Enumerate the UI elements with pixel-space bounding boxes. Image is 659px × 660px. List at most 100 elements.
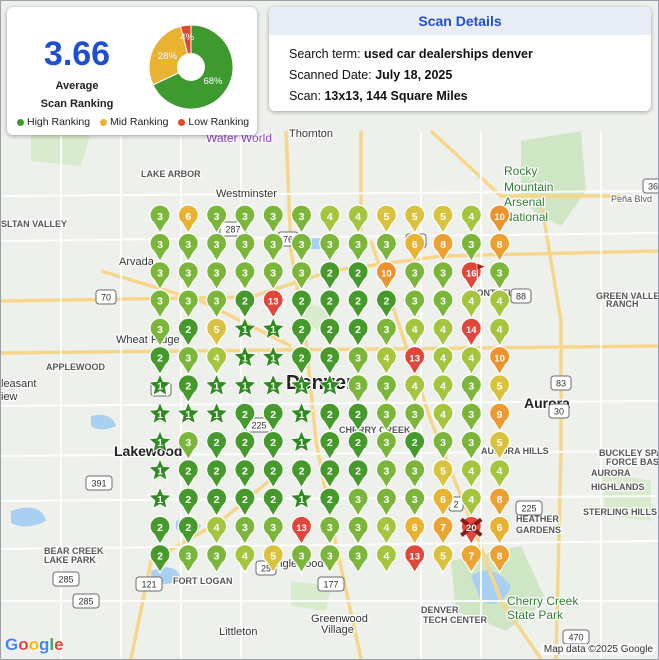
rank-marker-r2-c0[interactable]: 3 xyxy=(149,261,171,291)
rank-marker-r11-c2[interactable]: 4 xyxy=(206,515,228,546)
rank-marker-r6-c11[interactable]: 3 xyxy=(460,374,482,404)
rank-marker-r7-c3[interactable]: 2 xyxy=(234,402,256,433)
rank-marker-r10-c4[interactable]: 2 xyxy=(262,487,284,518)
rank-marker-r6-c12[interactable]: 5 xyxy=(489,374,511,404)
rank-marker-r12-c6[interactable]: 3 xyxy=(319,544,341,574)
rank-marker-r3-c0[interactable]: 3 xyxy=(149,289,171,320)
rank-marker-r6-c6[interactable]: 1 xyxy=(317,372,343,397)
rank-marker-r4-c8[interactable]: 3 xyxy=(375,317,397,348)
rank-marker-r3-c1[interactable]: 3 xyxy=(177,289,199,320)
rank-marker-r1-c0[interactable]: 3 xyxy=(149,232,171,263)
rank-marker-r1-c6[interactable]: 3 xyxy=(319,232,341,263)
rank-marker-r4-c1[interactable]: 2 xyxy=(177,317,199,348)
rank-marker-r4-c9[interactable]: 4 xyxy=(404,317,426,348)
rank-marker-r6-c4[interactable]: 1 xyxy=(260,372,286,397)
rank-marker-r6-c7[interactable]: 3 xyxy=(347,374,369,404)
rank-marker-r4-c12[interactable]: 4 xyxy=(489,317,511,348)
rank-marker-r8-c11[interactable]: 3 xyxy=(460,430,482,461)
rank-marker-r5-c8[interactable]: 4 xyxy=(375,345,397,376)
rank-marker-r1-c5[interactable]: 3 xyxy=(290,232,313,263)
rank-marker-r1-c4[interactable]: 3 xyxy=(262,232,284,263)
rank-marker-r4-c5[interactable]: 2 xyxy=(290,317,313,348)
rank-marker-r2-c10[interactable]: 3 xyxy=(432,261,454,291)
rank-marker-r4-c3[interactable]: 1 xyxy=(232,315,258,340)
rank-marker-r11-c1[interactable]: 2 xyxy=(177,515,199,546)
rank-marker-r6-c0[interactable]: 1 xyxy=(147,372,173,397)
rank-marker-r10-c3[interactable]: 2 xyxy=(234,487,256,518)
rank-marker-r12-c3[interactable]: 4 xyxy=(234,544,256,574)
rank-marker-r10-c6[interactable]: 2 xyxy=(319,487,341,518)
rank-marker-r0-c0[interactable]: 3 xyxy=(149,204,171,235)
rank-marker-r2-c8[interactable]: 10 xyxy=(375,261,397,291)
rank-marker-r12-c1[interactable]: 3 xyxy=(177,544,199,574)
rank-marker-r0-c12[interactable]: 10 xyxy=(489,204,511,235)
rank-marker-r10-c5[interactable]: 1 xyxy=(288,485,315,510)
rank-marker-r5-c9[interactable]: 13 xyxy=(404,345,426,376)
rank-marker-r9-c8[interactable]: 3 xyxy=(375,459,397,489)
rank-marker-r11-c5[interactable]: 13 xyxy=(290,515,313,546)
rank-marker-r4-c11[interactable]: 14 xyxy=(460,317,482,348)
rank-marker-r12-c8[interactable]: 4 xyxy=(375,544,397,574)
rank-marker-r8-c7[interactable]: 2 xyxy=(347,430,369,461)
rank-marker-r1-c2[interactable]: 3 xyxy=(206,232,228,263)
rank-marker-r5-c1[interactable]: 3 xyxy=(177,345,199,376)
rank-marker-r1-c12[interactable]: 8 xyxy=(489,232,511,263)
rank-marker-r7-c9[interactable]: 3 xyxy=(404,402,426,433)
rank-marker-r8-c1[interactable]: 3 xyxy=(177,430,199,461)
rank-marker-r2-c5[interactable]: 3 xyxy=(290,261,313,291)
rank-marker-r9-c3[interactable]: 2 xyxy=(234,459,256,489)
rank-marker-r8-c5[interactable]: 1 xyxy=(288,429,315,454)
rank-marker-r2-c12[interactable]: 3 xyxy=(489,261,511,291)
rank-marker-r8-c6[interactable]: 2 xyxy=(319,430,341,461)
rank-marker-r5-c0[interactable]: 2 xyxy=(149,345,171,376)
rank-marker-r3-c4[interactable]: 13 xyxy=(262,289,284,320)
rank-marker-r10-c2[interactable]: 2 xyxy=(206,487,228,518)
rank-marker-r3-c9[interactable]: 3 xyxy=(404,289,426,320)
rank-marker-r3-c12[interactable]: 4 xyxy=(489,289,511,320)
rank-marker-r11-c3[interactable]: 3 xyxy=(234,515,256,546)
rank-marker-r7-c4[interactable]: 2 xyxy=(262,402,284,433)
rank-marker-r1-c11[interactable]: 3 xyxy=(460,232,482,263)
rank-marker-r0-c4[interactable]: 3 xyxy=(262,204,284,235)
rank-marker-r12-c12[interactable]: 8 xyxy=(489,544,511,574)
rank-marker-r5-c4[interactable]: 1 xyxy=(260,344,286,369)
rank-marker-r8-c2[interactable]: 2 xyxy=(206,430,228,461)
rank-marker-r10-c11[interactable]: 4 xyxy=(460,487,482,518)
rank-marker-r3-c11[interactable]: 4 xyxy=(460,289,482,320)
rank-marker-r4-c2[interactable]: 5 xyxy=(206,317,228,348)
rank-marker-r9-c5[interactable]: 2 xyxy=(290,459,313,489)
rank-marker-r3-c7[interactable]: 2 xyxy=(347,289,369,320)
rank-marker-r2-c3[interactable]: 3 xyxy=(234,261,256,291)
rank-marker-r0-c9[interactable]: 5 xyxy=(404,204,426,235)
rank-marker-r0-c10[interactable]: 5 xyxy=(432,204,454,235)
rank-marker-r3-c10[interactable]: 3 xyxy=(432,289,454,320)
rank-marker-r9-c2[interactable]: 2 xyxy=(206,459,228,489)
rank-marker-r5-c11[interactable]: 4 xyxy=(460,345,482,376)
rank-marker-r9-c7[interactable]: 2 xyxy=(347,459,369,489)
rank-marker-r6-c5[interactable]: 1 xyxy=(288,372,315,397)
rank-marker-r11-c6[interactable]: 3 xyxy=(319,515,341,546)
rank-marker-r12-c2[interactable]: 3 xyxy=(206,544,228,574)
rank-marker-r9-c11[interactable]: 4 xyxy=(460,459,482,489)
rank-marker-r12-c0[interactable]: 2 xyxy=(149,544,171,574)
rank-marker-r1-c8[interactable]: 3 xyxy=(375,232,397,263)
rank-marker-r9-c4[interactable]: 2 xyxy=(262,459,284,489)
rank-marker-r7-c11[interactable]: 3 xyxy=(460,402,482,433)
rank-marker-r5-c7[interactable]: 3 xyxy=(347,345,369,376)
rank-marker-r8-c10[interactable]: 3 xyxy=(432,430,454,461)
rank-marker-r6-c2[interactable]: 1 xyxy=(203,372,230,397)
rank-marker-r9-c10[interactable]: 5 xyxy=(432,459,454,489)
rank-marker-r6-c10[interactable]: 4 xyxy=(432,374,454,404)
rank-marker-r10-c12[interactable]: 8 xyxy=(489,487,511,518)
rank-marker-r11-c0[interactable]: 2 xyxy=(149,515,171,546)
rank-marker-r12-c10[interactable]: 5 xyxy=(432,544,454,574)
rank-marker-r6-c3[interactable]: 1 xyxy=(232,372,258,397)
rank-marker-r3-c2[interactable]: 3 xyxy=(206,289,228,320)
rank-marker-r0-c5[interactable]: 3 xyxy=(290,204,313,235)
rank-marker-r11-c4[interactable]: 3 xyxy=(262,515,284,546)
rank-marker-r5-c3[interactable]: 1 xyxy=(232,344,258,369)
rank-marker-r8-c0[interactable]: 1 xyxy=(147,429,173,454)
rank-marker-r2-c6[interactable]: 2 xyxy=(319,261,341,291)
rank-marker-r11-c9[interactable]: 6 xyxy=(404,515,426,546)
rank-marker-r5-c10[interactable]: 4 xyxy=(432,345,454,376)
